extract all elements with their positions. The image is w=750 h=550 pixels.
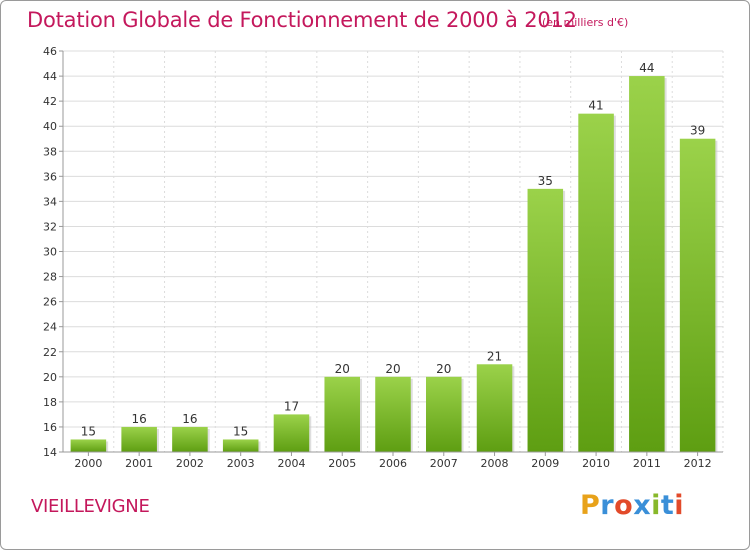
data-label: 44: [639, 61, 654, 75]
logo-letter: t: [660, 490, 675, 521]
logo-letter: o: [614, 490, 634, 521]
bar-2001: [121, 426, 157, 452]
chart-title: Dotation Globale de Fonctionnement de 20…: [27, 8, 577, 32]
bar-2003: [222, 439, 259, 452]
bars: [70, 76, 718, 452]
bar-2006: [375, 376, 411, 452]
bar-2004: [273, 414, 310, 452]
x-tick-label: 2000: [74, 457, 102, 470]
y-tick-label: 46: [43, 45, 57, 58]
logo-letter: r: [600, 490, 615, 521]
logo-letter: i: [674, 490, 685, 521]
data-label: 39: [690, 124, 705, 138]
x-tick-label: 2007: [430, 457, 458, 470]
axes: [59, 50, 723, 456]
bar-2010: [578, 113, 614, 452]
logo-letter: x: [633, 490, 652, 521]
bar-2005: [324, 376, 360, 452]
y-tick-label: 32: [43, 220, 57, 233]
x-tick-label: 2008: [481, 457, 509, 470]
bar-2002: [172, 426, 208, 452]
y-tick-label: 30: [43, 246, 57, 259]
y-tick-label: 36: [43, 170, 57, 183]
logo-letter: i: [651, 490, 661, 521]
x-tick-label: 2004: [277, 457, 305, 470]
bar-2007: [426, 376, 462, 452]
data-label: 16: [132, 412, 147, 426]
y-tick-label: 16: [43, 421, 57, 434]
y-tick-labels: 14 16 18 20 22 24 26 28 30 32 34 36 38 40 42 44 46: [43, 45, 57, 459]
y-tick-label: 26: [43, 296, 57, 309]
x-tick-label: 2001: [125, 457, 153, 470]
logo-letter: P: [580, 490, 601, 521]
data-label: 21: [487, 349, 502, 363]
data-label: 20: [385, 362, 400, 376]
y-tick-label: 18: [43, 396, 57, 409]
data-label: 16: [182, 412, 197, 426]
y-tick-label: 24: [43, 321, 57, 334]
x-tick-label: 2009: [531, 457, 559, 470]
bar-2008: [476, 364, 513, 452]
data-label: 20: [436, 362, 451, 376]
bar-2000: [70, 439, 107, 452]
data-label: 41: [588, 99, 603, 113]
data-label: 35: [538, 174, 553, 188]
bar-2012: [679, 138, 716, 452]
y-tick-label: 44: [43, 70, 57, 83]
y-tick-label: 22: [43, 346, 57, 359]
y-tick-label: 40: [43, 120, 57, 133]
proxiti-logo: Proxiti: [580, 490, 684, 521]
y-tick-label: 20: [43, 371, 57, 384]
x-tick-label: 2002: [176, 457, 204, 470]
bar-2011: [629, 76, 665, 452]
y-tick-label: 38: [43, 145, 57, 158]
x-tick-label: 2005: [328, 457, 356, 470]
data-label: 15: [81, 424, 96, 438]
commune-name: VIEILLEVIGNE: [31, 496, 150, 517]
x-tick-label: 2010: [582, 457, 610, 470]
y-tick-label: 34: [43, 195, 57, 208]
x-tick-label: 2006: [379, 457, 407, 470]
x-tick-labels: 2000 2001 2002 2003 2004 2005 2006 2007 2008 2009…: [74, 457, 711, 470]
chart-unit-subtitle: (en milliers d'€): [542, 16, 629, 29]
data-label: 17: [284, 399, 299, 413]
x-tick-label: 2003: [227, 457, 255, 470]
y-tick-label: 42: [43, 95, 57, 108]
data-label: 20: [335, 362, 350, 376]
data-label: 15: [233, 424, 248, 438]
data-labels: 15 16 16 15 17 20 20 20 21 35 41 44 39: [81, 61, 706, 438]
y-tick-label: 28: [43, 271, 57, 284]
bar-2009: [527, 188, 564, 452]
x-tick-label: 2012: [684, 457, 712, 470]
y-tick-label: 14: [43, 446, 57, 459]
x-tick-label: 2011: [633, 457, 661, 470]
